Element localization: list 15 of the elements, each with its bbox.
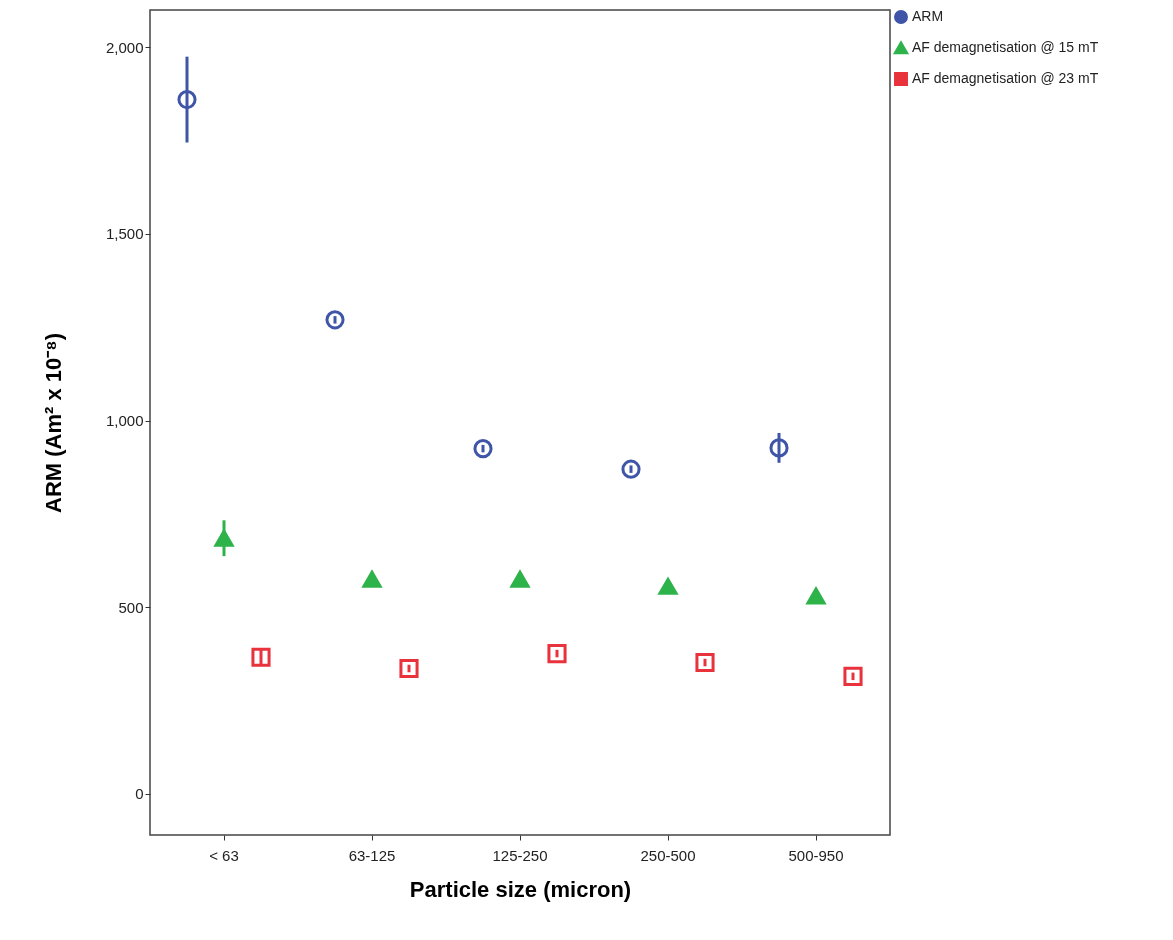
legend-label: AF demagnetisation @ 15 mT (912, 39, 1099, 55)
legend-label: AF demagnetisation @ 23 mT (912, 70, 1099, 86)
legend-label: ARM (912, 8, 944, 24)
x-tick-label: < 63 (209, 846, 239, 864)
x-axis-title: Particle size (micron) (409, 876, 632, 902)
x-tick-label: 500-950 (788, 846, 844, 864)
x-tick-label: 63-125 (348, 846, 396, 864)
y-tick-label: 1,000 (105, 412, 144, 430)
y-tick-label: 0 (135, 785, 144, 803)
y-tick-label: 2,000 (105, 38, 144, 56)
y-axis-title: ARM (Am² x 10⁻⁸) (40, 333, 66, 513)
y-tick-label: 500 (118, 598, 144, 616)
x-tick-label: 125-250 (492, 846, 548, 864)
x-tick-label: 250-500 (640, 846, 696, 864)
y-tick-label: 1,500 (105, 225, 144, 243)
